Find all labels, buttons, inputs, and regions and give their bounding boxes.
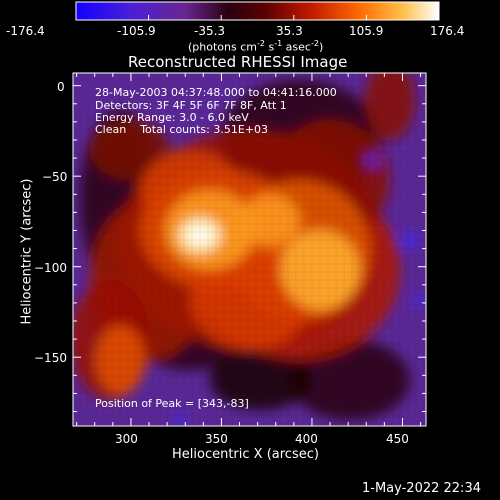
y-tick-label: −100 (34, 261, 67, 275)
energy-range-text: Energy Range: 3.0 - 6.0 keV (95, 111, 249, 124)
clean-total-counts-text: Clean Total counts: 3.51E+03 (95, 123, 269, 136)
colorbar-tick-label: 176.4 (430, 24, 465, 38)
colorbar-tick-label: -176.4 (6, 24, 45, 38)
y-axis-label: Heliocentric Y (arcsec) (19, 178, 35, 325)
x-tick-label: 300 (115, 432, 138, 446)
colorbar-tick-label: 35.3 (276, 24, 303, 38)
plot-frame (72, 72, 427, 427)
plot-title: Reconstructed RHESSI Image (128, 53, 348, 71)
generated-timestamp: 1-May-2022 22:34 (362, 481, 481, 496)
colorbar-tick-label: -105.9 (117, 24, 156, 38)
x-axis-label: Heliocentric X (arcsec) (172, 447, 319, 462)
colorbar-ticks (75, 15, 440, 20)
x-tick-label: 450 (386, 432, 409, 446)
y-tick-label: −150 (34, 351, 67, 365)
x-tick-label: 350 (205, 432, 228, 446)
colorbar-units: (photons cm-2 s-1 asec-2) (188, 39, 324, 54)
x-tick-label: 400 (295, 432, 318, 446)
time-range-text: 28-May-2003 04:37:48.000 to 04:41:16.000 (95, 86, 337, 99)
y-tick-label: −50 (42, 170, 68, 184)
image-area (73, 73, 426, 446)
detectors-text: Detectors: 3F 4F 5F 6F 7F 8F, Att 1 (95, 99, 287, 112)
colorbar-tick-label: -35.3 (194, 24, 226, 38)
image-feature (234, 434, 246, 446)
colorbar (75, 1, 440, 21)
y-tick-label: 0 (57, 80, 65, 94)
colorbar-tick-label: 105.9 (349, 24, 384, 38)
peak-position-text: Position of Peak = [343,-83] (95, 397, 249, 410)
axis-ticks (73, 73, 426, 426)
